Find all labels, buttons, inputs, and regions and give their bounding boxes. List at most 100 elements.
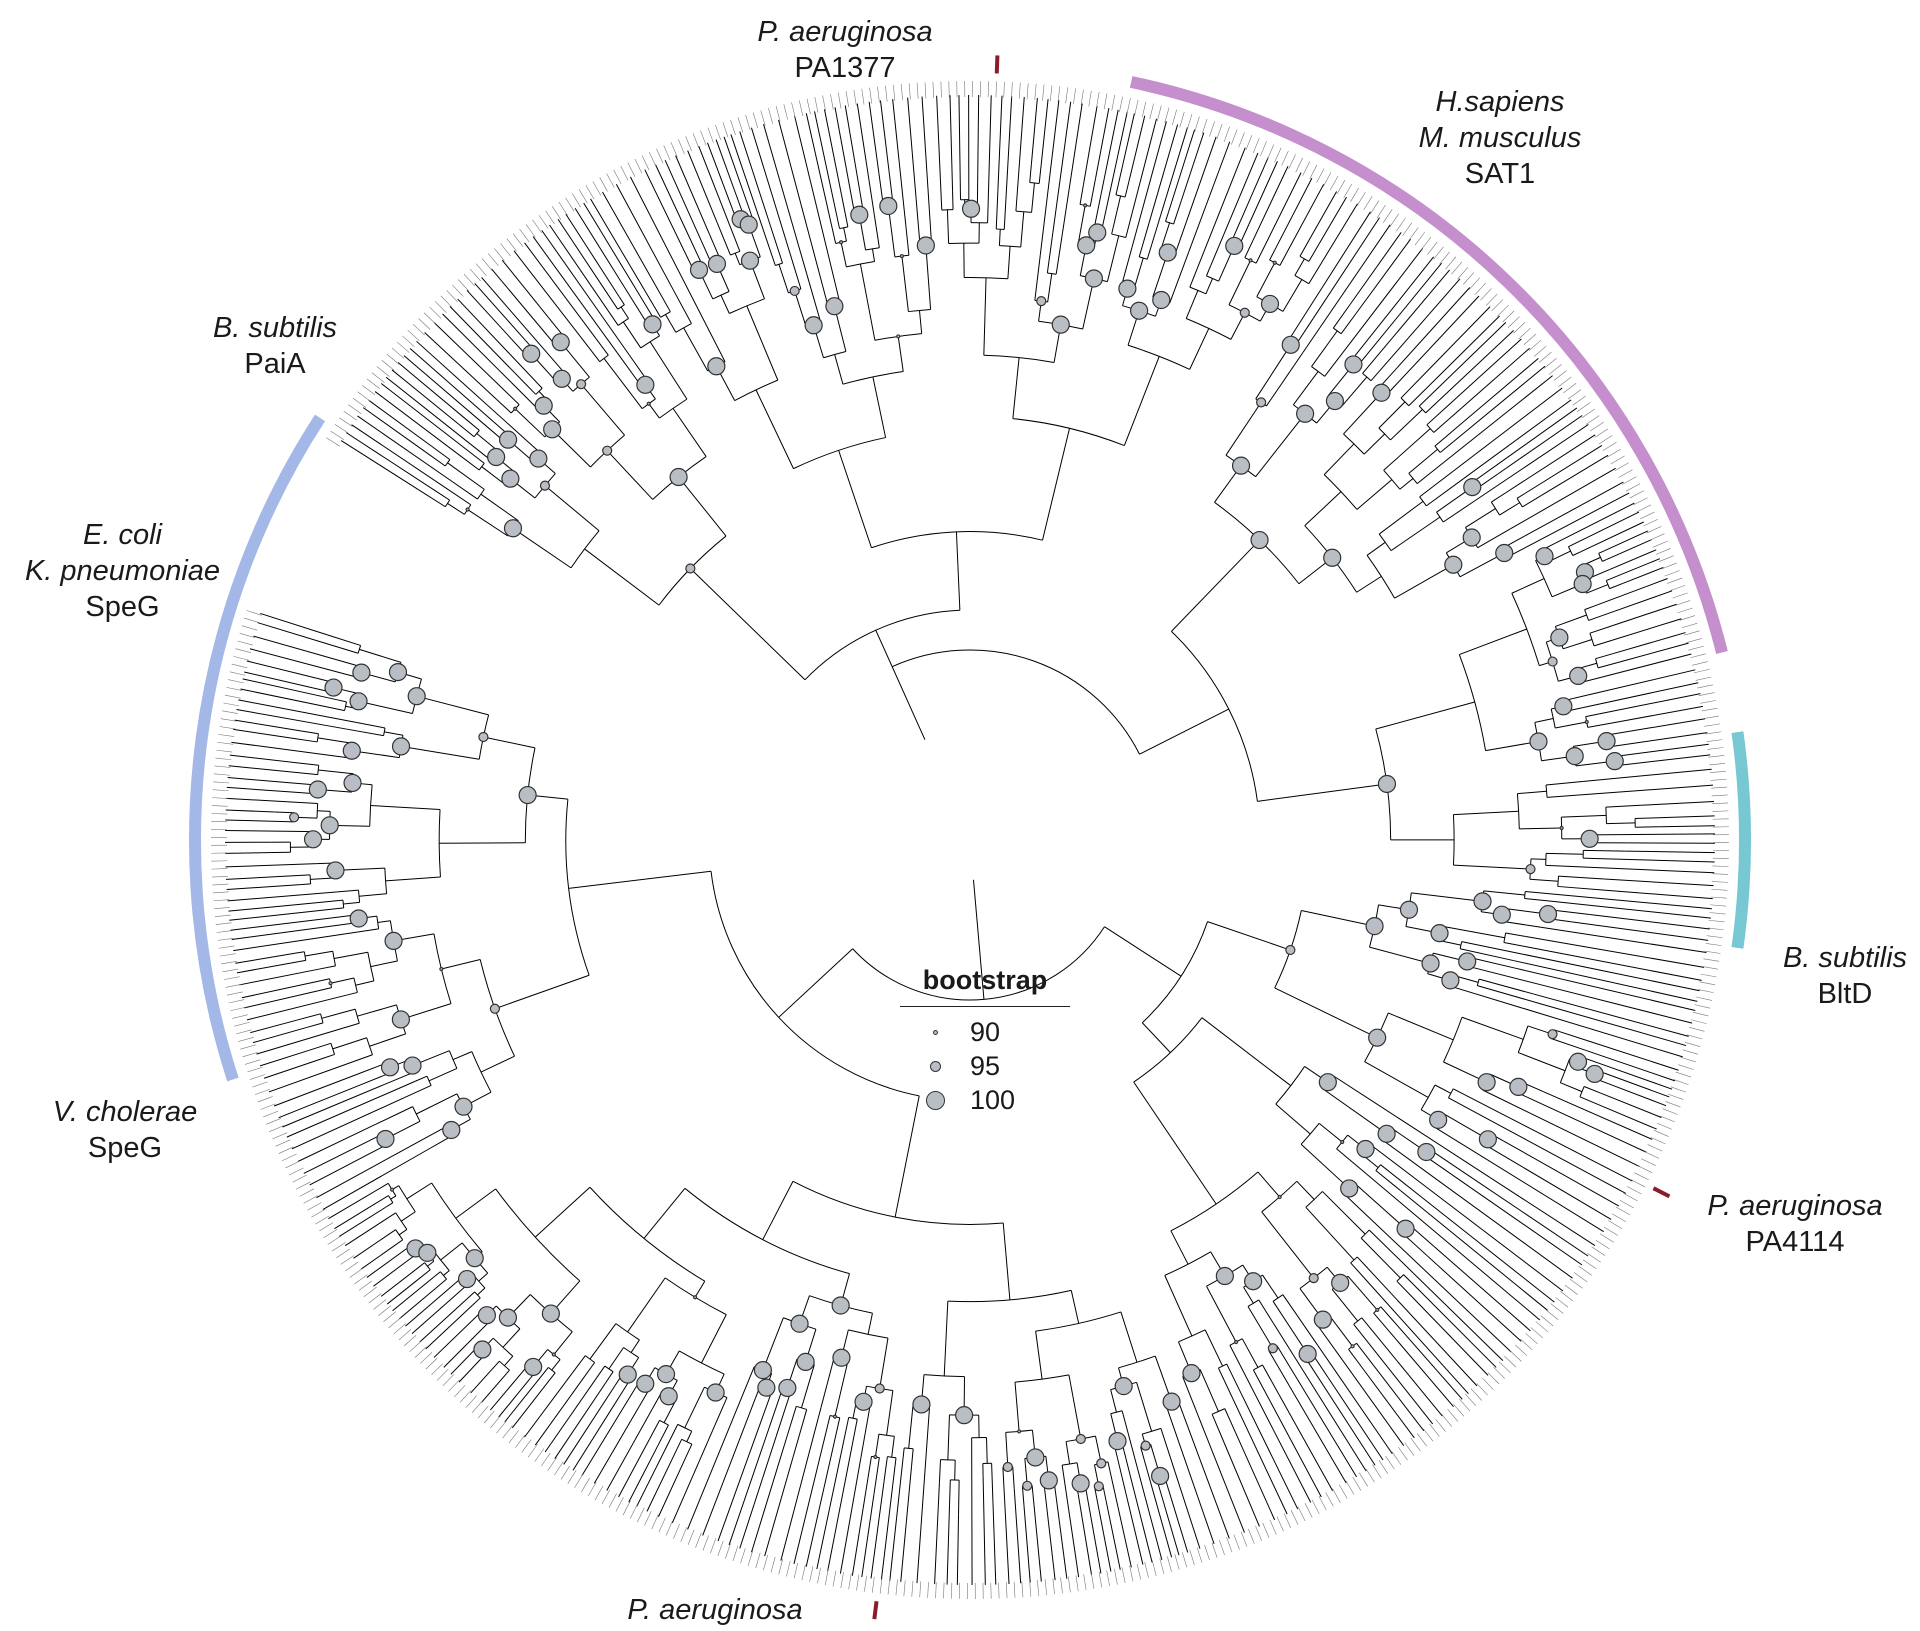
branch	[1448, 1097, 1503, 1128]
leaf-tick	[1013, 1581, 1016, 1598]
bootstrap-node	[407, 687, 426, 706]
bootstrap-node	[343, 773, 362, 793]
leaf-tick	[1578, 1265, 1592, 1276]
branch	[1308, 259, 1324, 284]
leaf-tick	[613, 169, 622, 185]
branch	[1322, 1088, 1387, 1135]
branch	[1461, 941, 1522, 955]
branch	[1304, 491, 1342, 527]
branch	[512, 527, 572, 569]
bootstrap-node	[349, 692, 368, 711]
branch	[1255, 344, 1292, 400]
label-pa1377: P. aeruginosa PA1377	[740, 14, 950, 86]
branch	[1604, 1072, 1670, 1098]
bootstrap-node	[1248, 258, 1253, 263]
leaf-tick	[1564, 1284, 1578, 1295]
branch	[1418, 385, 1441, 407]
branch	[1434, 1084, 1452, 1094]
branch	[1083, 105, 1098, 185]
leaf-tick	[423, 312, 436, 325]
bootstrap-node	[1340, 1179, 1359, 1198]
leaf-tick	[778, 1558, 784, 1575]
bootstrap-node	[1256, 397, 1267, 408]
leaf-tick	[1496, 304, 1509, 317]
leaf-tick	[680, 1526, 688, 1542]
branch	[1107, 1461, 1111, 1472]
branch	[384, 731, 404, 736]
branch	[525, 383, 537, 395]
branch	[976, 95, 980, 196]
branch	[1282, 1294, 1305, 1326]
branch	[665, 314, 677, 333]
branch	[1560, 865, 1715, 874]
bootstrap-node	[513, 406, 518, 411]
leaf-tick	[702, 1535, 709, 1551]
branch	[1439, 322, 1507, 387]
branch	[1272, 1301, 1309, 1355]
leaf-tick	[722, 122, 729, 138]
branch	[1343, 392, 1382, 435]
bootstrap-node	[1152, 290, 1171, 310]
branch	[596, 294, 619, 326]
leaf-tick	[1080, 89, 1084, 106]
branch	[363, 407, 426, 453]
leaf-tick	[465, 1395, 477, 1408]
leaf-tick	[1694, 1004, 1711, 1009]
branch	[1316, 1323, 1336, 1350]
leaf-tick	[935, 1582, 937, 1599]
branch	[734, 252, 741, 265]
label-pa4114-species: P. aeruginosa	[1707, 1190, 1883, 1222]
leaf-tick	[1709, 762, 1726, 766]
branch	[712, 1397, 728, 1431]
leaf-tick	[560, 1465, 570, 1480]
branch	[644, 169, 687, 255]
leaf-tick	[745, 114, 751, 131]
branch	[1247, 1306, 1274, 1349]
branch	[256, 1027, 344, 1055]
branch	[664, 160, 707, 253]
bootstrap-node	[1075, 1433, 1086, 1445]
legend-row-95: 95	[900, 1049, 1070, 1083]
branch	[1505, 434, 1596, 494]
branch	[260, 612, 328, 636]
branch	[793, 1432, 827, 1565]
branch	[424, 332, 498, 400]
branch	[908, 1403, 914, 1449]
branch	[481, 466, 506, 486]
leaf-tick	[231, 663, 248, 669]
branch	[334, 1205, 373, 1230]
branch	[1121, 1410, 1136, 1460]
branch	[291, 1097, 405, 1150]
branch	[524, 1373, 573, 1438]
bootstrap-node	[1565, 746, 1584, 766]
leaf-tick	[212, 891, 229, 894]
bootstrap-node	[454, 1097, 473, 1116]
leaf-tick	[581, 1478, 590, 1493]
branch	[1530, 1113, 1640, 1168]
leaf-tick	[336, 1248, 350, 1259]
leaf-tick	[747, 1550, 754, 1566]
leaf-tick	[1550, 1303, 1564, 1314]
branch	[618, 296, 625, 306]
branch	[1105, 1500, 1121, 1570]
leaf-tick	[233, 656, 250, 661]
branch	[1416, 468, 1437, 485]
bootstrap-node	[854, 1392, 873, 1411]
branch	[1381, 1322, 1454, 1408]
bootstrap-node	[1429, 1110, 1448, 1129]
leaf-tick	[634, 158, 643, 174]
clade-bar-sat1	[1129, 76, 1728, 654]
branch	[1604, 878, 1714, 887]
branch	[1007, 246, 1011, 279]
branch	[1228, 260, 1251, 306]
leaf-tick	[695, 1532, 702, 1548]
branch	[504, 390, 520, 405]
branch	[286, 1080, 416, 1138]
branch	[831, 192, 841, 229]
bootstrap-node	[1071, 1474, 1090, 1493]
leaf-tick	[219, 726, 236, 730]
leaf-tick	[1332, 1488, 1341, 1503]
branch	[400, 745, 480, 760]
leaf-tick	[943, 1582, 945, 1599]
